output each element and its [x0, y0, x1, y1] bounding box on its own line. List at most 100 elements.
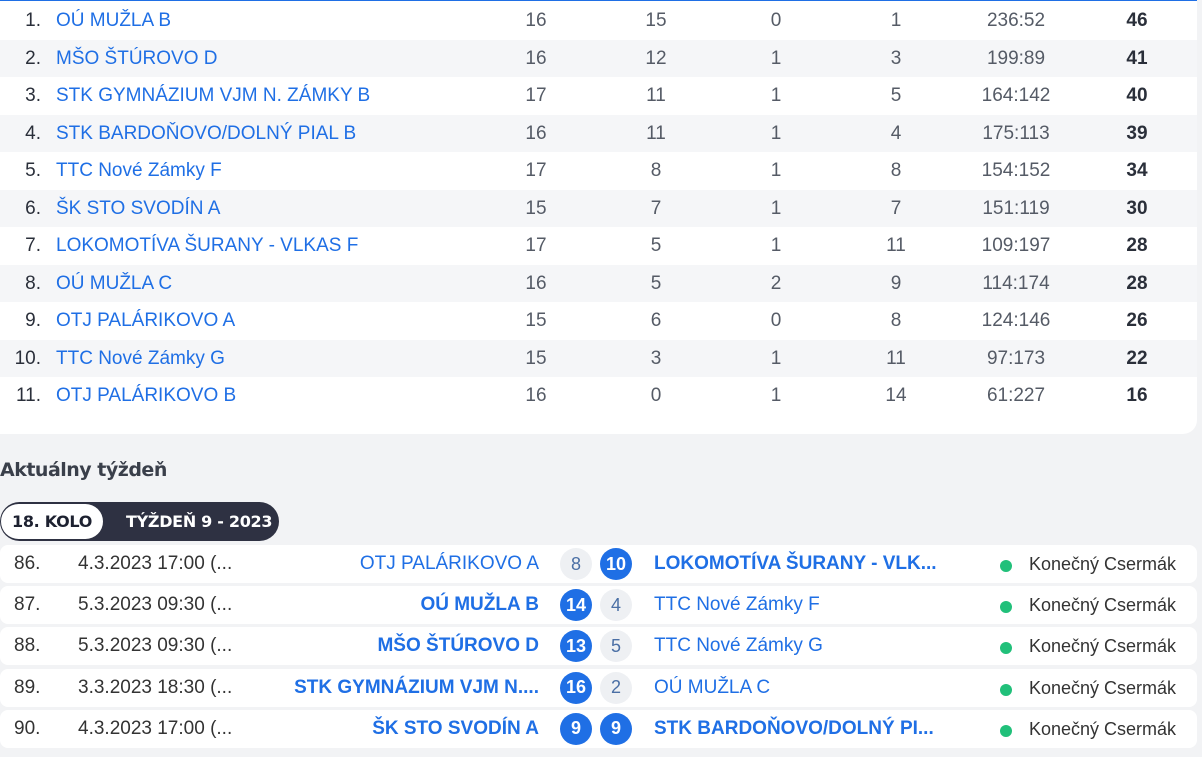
status-dot-icon: [1000, 560, 1012, 572]
played-cell: 16: [525, 385, 547, 406]
match-status: Konečný Csermák: [1029, 554, 1177, 574]
won-cell: 7: [650, 197, 662, 219]
team-link[interactable]: OTJ PALÁRIKOVO A: [56, 310, 236, 331]
match-number: 87.: [14, 594, 41, 616]
lost-cell: 3: [890, 47, 902, 69]
team-link[interactable]: TTC Nové Zámky G: [56, 347, 225, 369]
away-team-link[interactable]: TTC Nové Zámky G: [654, 635, 823, 657]
home-team-link[interactable]: OTJ PALÁRIKOVO A: [359, 553, 539, 574]
team-link[interactable]: MŠO ŠTÚROVO D: [56, 47, 218, 69]
won-cell: 12: [645, 47, 667, 69]
away-team-link[interactable]: OÚ MUŽLA C: [654, 676, 771, 698]
home-team-link[interactable]: STK GYMNÁZIUM VJM N....: [294, 676, 539, 698]
round-tab[interactable]: 18. KOLO: [1, 504, 103, 539]
team-link[interactable]: LOKOMOTÍVA ŠURANY - VLKAS F: [56, 235, 359, 256]
team-link[interactable]: OÚ MUŽLA C: [56, 272, 173, 294]
points-cell: 26: [1126, 310, 1148, 331]
score-cell: 114:174: [982, 272, 1050, 294]
rank-cell: 2.: [25, 47, 41, 69]
won-cell: 5: [650, 235, 662, 256]
played-cell: 15: [525, 347, 547, 369]
lost-cell: 14: [885, 385, 907, 406]
played-cell: 17: [525, 235, 547, 256]
score-cell: 164:142: [981, 85, 1051, 106]
played-cell: 16: [525, 10, 547, 31]
table-row: 1. OÚ MUŽLA B 16 15 0 1 236:52 46: [0, 2, 1197, 39]
match-date: 5.3.2023 09:30 (...: [78, 594, 233, 616]
week-tab[interactable]: TÝŽDEŇ 9 - 2023: [126, 512, 273, 531]
match-number: 86.: [14, 553, 41, 574]
score-cell: 97:173: [986, 347, 1046, 369]
won-cell: 0: [650, 385, 662, 406]
score-cell: 236:52: [986, 10, 1046, 31]
scrollbar[interactable]: [1197, 0, 1202, 757]
draw-cell: 1: [770, 85, 782, 106]
match-status: Konečný Csermák: [1029, 677, 1177, 698]
team-link[interactable]: OÚ MUŽLA B: [56, 10, 172, 31]
points-cell: 22: [1126, 347, 1148, 369]
match-number: 89.: [14, 676, 41, 698]
home-team-link[interactable]: ŠK STO SVODÍN A: [372, 717, 539, 739]
lost-cell: 5: [890, 85, 902, 106]
away-team-link[interactable]: TTC Nové Zámky F: [654, 594, 820, 616]
team-link[interactable]: STK GYMNÁZIUM VJM N. ZÁMKY B: [56, 85, 371, 106]
played-cell: 16: [525, 122, 547, 144]
away-score-badge: 5: [600, 630, 632, 663]
won-cell: 15: [645, 10, 667, 31]
section-title: Aktuálny týždeň: [0, 459, 167, 481]
points-cell: 41: [1126, 47, 1148, 69]
won-cell: 11: [646, 85, 666, 106]
home-score-badge: 16: [560, 671, 592, 704]
points-cell: 30: [1126, 197, 1148, 219]
table-row: 7. LOKOMOTÍVA ŠURANY - VLKAS F 17 5 1 11 109:1…: [0, 227, 1197, 264]
table-row: 8. OÚ MUŽLA C 16 5 2 9 114:174 28: [0, 264, 1197, 302]
points-cell: 40: [1126, 85, 1148, 106]
draw-cell: 1: [770, 122, 782, 144]
table-row: 10. TTC Nové Zámky G 15 3 1 11 97:173 22: [0, 339, 1197, 377]
home-team-link[interactable]: MŠO ŠTÚROVO D: [377, 635, 539, 657]
draw-cell: 1: [770, 385, 782, 406]
score-cell: 124:146: [981, 310, 1051, 331]
away-team-link[interactable]: STK BARDOŇOVO/DOLNÝ PI...: [654, 717, 934, 739]
lost-cell: 11: [886, 235, 906, 256]
match-date: 5.3.2023 09:30 (...: [78, 635, 233, 657]
round-week-toggle: 18. KOLO TÝŽDEŇ 9 - 2023: [0, 502, 279, 541]
home-score-badge: 8: [560, 548, 592, 580]
table-row: 3. STK GYMNÁZIUM VJM N. ZÁMKY B 17 11 1 5 164:…: [0, 77, 1197, 114]
won-cell: 11: [646, 122, 666, 144]
won-cell: 8: [650, 160, 662, 181]
draw-cell: 1: [770, 197, 782, 219]
played-cell: 16: [525, 47, 547, 69]
home-score-badge: 9: [560, 712, 592, 745]
rank-cell: 7.: [25, 235, 41, 256]
match-row[interactable]: 88. 5.3.2023 09:30 (... MŠO ŠTÚROVO D 13 5 TT…: [0, 627, 1197, 666]
match-row[interactable]: 87. 5.3.2023 09:30 (... OÚ MUŽLA B 14 4 TTC N…: [0, 586, 1197, 625]
team-link[interactable]: ŠK STO SVODÍN A: [56, 197, 221, 219]
lost-cell: 8: [890, 310, 902, 331]
played-cell: 15: [525, 310, 547, 331]
status-dot-icon: [1000, 724, 1012, 737]
draw-cell: 1: [770, 47, 782, 69]
played-cell: 15: [525, 197, 547, 219]
table-row: 9. OTJ PALÁRIKOVO A 15 6 0 8 124:146 26: [0, 302, 1197, 339]
match-date: 4.3.2023 17:00 (...: [78, 553, 233, 574]
team-link[interactable]: STK BARDOŇOVO/DOLNÝ PIAL B: [56, 122, 357, 144]
match-row[interactable]: 89. 3.3.2023 18:30 (... STK GYMNÁZIUM VJM …: [0, 668, 1197, 707]
table-row: 2. MŠO ŠTÚROVO D 16 12 1 3 199:89 41: [0, 39, 1197, 77]
points-cell: 39: [1126, 122, 1148, 144]
score-cell: 61:227: [986, 385, 1046, 406]
rank-cell: 9.: [25, 310, 41, 331]
score-cell: 175:113: [982, 122, 1050, 144]
won-cell: 3: [650, 347, 662, 369]
away-team-link[interactable]: LOKOMOTÍVA ŠURANY - VLK...: [654, 553, 937, 574]
home-score-badge: 14: [560, 589, 592, 622]
home-team-link[interactable]: OÚ MUŽLA B: [420, 594, 539, 616]
draw-cell: 1: [770, 347, 782, 369]
rank-cell: 4.: [25, 122, 41, 144]
team-link[interactable]: OTJ PALÁRIKOVO B: [56, 385, 237, 406]
score-cell: 154:152: [981, 160, 1051, 181]
team-link[interactable]: TTC Nové Zámky F: [56, 160, 222, 181]
points-cell: 34: [1126, 160, 1148, 181]
